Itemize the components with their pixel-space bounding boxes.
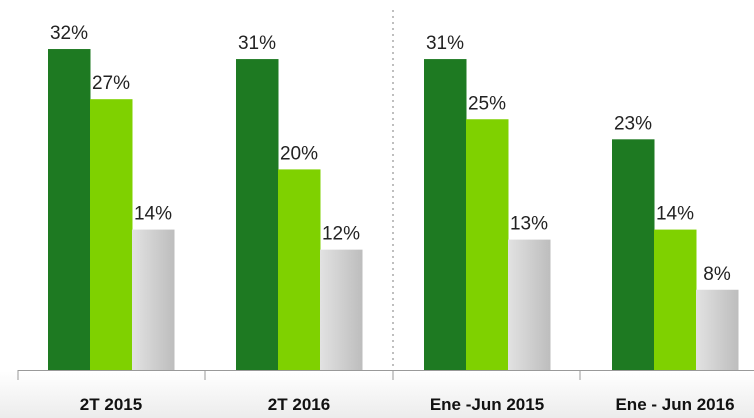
- bar: [132, 229, 175, 370]
- value-label: 13%: [510, 214, 548, 235]
- bar: [320, 249, 363, 370]
- value-label: 14%: [656, 204, 694, 225]
- bar: [278, 169, 321, 370]
- bar: [466, 119, 509, 370]
- value-label: 25%: [468, 93, 506, 114]
- value-label: 32%: [50, 23, 88, 44]
- value-label: 20%: [280, 143, 318, 164]
- value-label: 23%: [614, 113, 652, 134]
- x-tick-label: Ene -Jun 2015: [430, 395, 544, 414]
- x-tick-label: 2T 2015: [80, 395, 142, 414]
- bar: [696, 289, 739, 370]
- bar: [90, 99, 133, 370]
- bar: [236, 59, 279, 370]
- bar: [424, 59, 467, 370]
- floor: [0, 371, 754, 418]
- value-label: 8%: [703, 264, 731, 285]
- tick-marks: [17, 370, 581, 380]
- bar: [508, 239, 551, 370]
- value-label: 31%: [426, 33, 464, 54]
- x-tick-label: Ene - Jun 2016: [615, 395, 734, 414]
- value-label: 12%: [322, 224, 360, 245]
- x-tick-label: 2T 2016: [268, 395, 330, 414]
- bar: [612, 139, 655, 370]
- value-label: 27%: [92, 73, 130, 94]
- value-label: 14%: [134, 204, 172, 225]
- bar: [654, 229, 697, 370]
- bar: [48, 49, 91, 370]
- value-label: 31%: [238, 33, 276, 54]
